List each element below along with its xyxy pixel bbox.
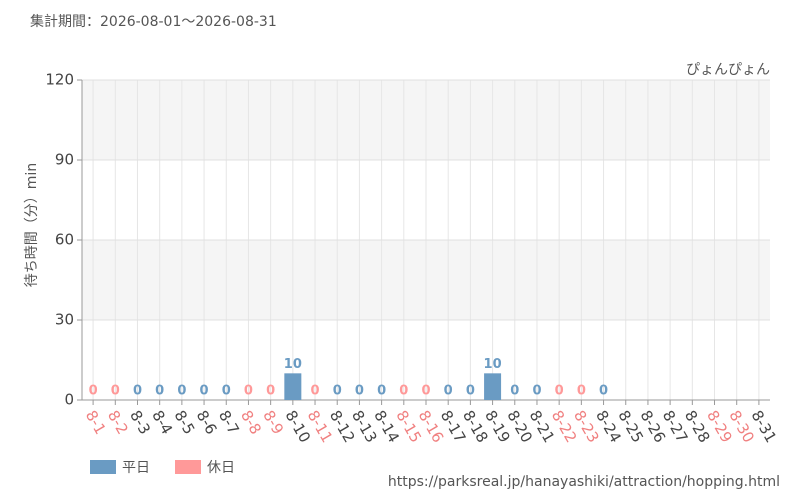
data-label: 0 xyxy=(377,384,386,399)
data-label: 10 xyxy=(284,357,302,372)
data-label: 0 xyxy=(333,384,342,399)
data-label: 0 xyxy=(177,384,186,399)
data-label: 0 xyxy=(266,384,275,399)
data-label: 0 xyxy=(532,384,541,399)
legend-swatch xyxy=(175,460,201,474)
source-url: https://parksreal.jp/hanayashiki/attract… xyxy=(388,474,780,490)
data-label: 0 xyxy=(466,384,475,399)
y-axis-label: 待ち時間（分）min xyxy=(24,163,40,287)
bar xyxy=(484,373,502,400)
data-label: 0 xyxy=(510,384,519,399)
data-label: 10 xyxy=(484,357,502,372)
data-label: 0 xyxy=(444,384,453,399)
y-tick-label: 90 xyxy=(55,151,74,169)
data-label: 0 xyxy=(599,384,608,399)
data-label: 0 xyxy=(155,384,164,399)
bar xyxy=(284,373,302,400)
data-label: 0 xyxy=(311,384,320,399)
x-tick-label: 8-8 xyxy=(237,407,265,437)
chart-subtitle: ぴょんぴょん xyxy=(686,62,770,78)
x-tick-label: 8-7 xyxy=(215,407,243,437)
data-label: 0 xyxy=(200,384,209,399)
chart-title: 集計期間：2026-08-01〜2026-08-31 xyxy=(30,13,277,30)
x-tick-label: 8-2 xyxy=(104,407,132,437)
data-label: 0 xyxy=(421,384,430,399)
x-tick-label: 8-6 xyxy=(193,407,221,437)
data-label: 0 xyxy=(355,384,364,399)
legend-label: 休日 xyxy=(207,460,235,476)
x-tick-label: 8-3 xyxy=(126,407,154,437)
y-tick-label: 60 xyxy=(55,231,74,249)
legend-label: 平日 xyxy=(122,460,150,476)
data-label: 0 xyxy=(89,384,98,399)
x-tick-label: 8-5 xyxy=(171,407,199,437)
y-tick-label: 30 xyxy=(55,311,74,329)
x-tick-label: 8-1 xyxy=(82,407,110,437)
y-tick-label: 120 xyxy=(45,71,74,89)
data-label: 0 xyxy=(222,384,231,399)
y-tick-label: 0 xyxy=(64,391,74,409)
data-label: 0 xyxy=(577,384,586,399)
x-tick-label: 8-4 xyxy=(148,407,176,437)
legend-swatch xyxy=(90,460,116,474)
data-label: 0 xyxy=(133,384,142,399)
data-label: 0 xyxy=(111,384,120,399)
data-label: 0 xyxy=(399,384,408,399)
data-label: 0 xyxy=(555,384,564,399)
data-label: 0 xyxy=(244,384,253,399)
x-tick-label: 8-9 xyxy=(259,407,287,437)
